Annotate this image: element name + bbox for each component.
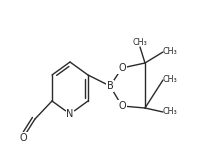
Text: CH₃: CH₃ xyxy=(162,76,177,84)
Text: O: O xyxy=(118,63,125,73)
Text: N: N xyxy=(66,109,73,119)
Text: B: B xyxy=(106,81,113,91)
Text: CH₃: CH₃ xyxy=(162,108,177,116)
Text: CH₃: CH₃ xyxy=(132,38,147,47)
Text: O: O xyxy=(118,101,125,111)
Text: O: O xyxy=(19,133,27,143)
Text: CH₃: CH₃ xyxy=(162,48,177,56)
